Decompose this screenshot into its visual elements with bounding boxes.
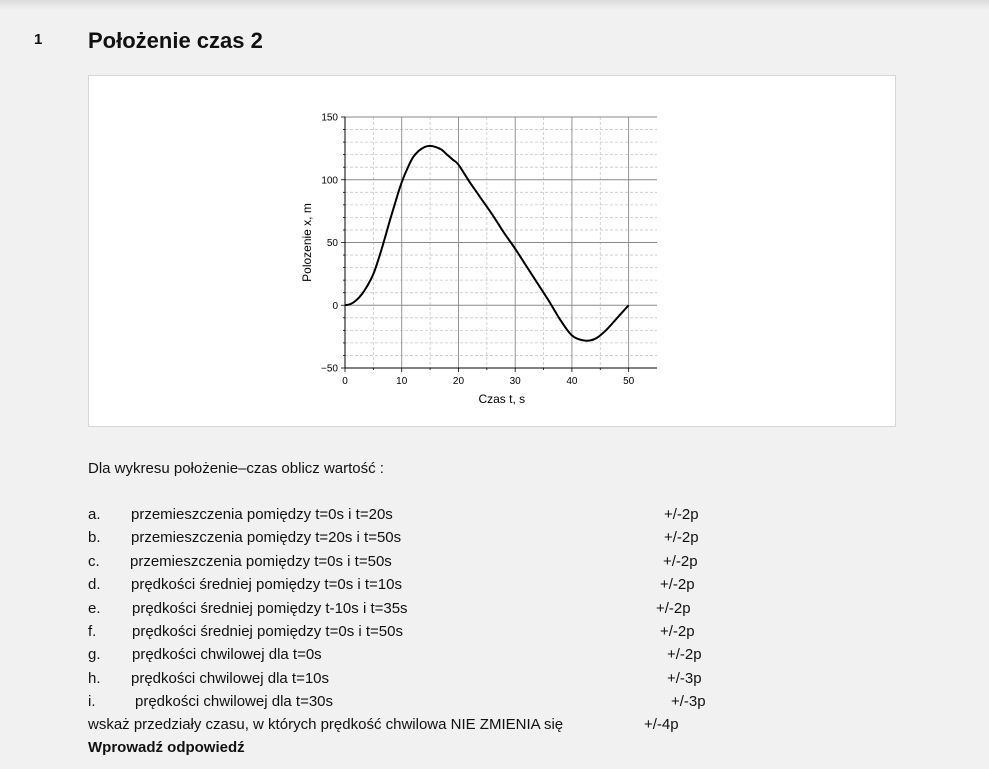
- task-points: +/-2p: [660, 623, 695, 640]
- task-points: +/-2p: [660, 576, 695, 594]
- x-tick-label: 50: [623, 376, 635, 387]
- task-points: +/-2p: [664, 529, 699, 547]
- task-letter: d.: [88, 576, 101, 594]
- task-letter: e.: [88, 599, 101, 617]
- chart-figure: 150 100 50 0 −50 0 10 20 30 40 50 Czas t, s Polozeni…: [88, 75, 896, 427]
- x-tick-label: 0: [342, 376, 348, 387]
- task-points: +/-3p: [671, 693, 706, 711]
- position-time-chart: 150 100 50 0 −50 0 10 20 30 40 50 Czas t, s Polozeni…: [300, 113, 657, 406]
- task-points: +/-2p: [663, 552, 698, 570]
- task-text: prędkości chwilowej dla t=10s: [131, 669, 330, 687]
- final-task-points: +/-4p: [644, 716, 679, 733]
- task-letter: h.: [88, 669, 101, 687]
- task-letter: c.: [88, 552, 100, 570]
- task-points: +/-3p: [667, 669, 702, 687]
- task-text: prędkości chwilowej dla t=0s: [132, 646, 322, 664]
- task-points: +/-2p: [664, 506, 699, 523]
- task-letter: b.: [88, 529, 101, 547]
- task-text: przemieszczenia pomiędzy t=0s i t=20s: [131, 506, 393, 523]
- y-tick-label: 0: [332, 301, 338, 312]
- final-task: wskaż przedziały czasu, w których prędko…: [88, 716, 564, 733]
- task-letter: g.: [88, 646, 101, 664]
- x-axis-label: Czas t, s: [478, 392, 525, 406]
- y-tick-label: 150: [321, 113, 338, 124]
- task-points: +/-2p: [656, 599, 691, 617]
- y-axis-label: Polozenie x, m: [300, 203, 314, 282]
- answer-prompt[interactable]: Wprowadź odpowiedź: [88, 739, 245, 756]
- task-letter: i.: [88, 693, 96, 711]
- x-tick-label: 40: [566, 376, 578, 387]
- y-tick-label: −50: [321, 364, 338, 375]
- task-text: przemieszczenia pomiędzy t=20s i t=50s: [131, 529, 402, 547]
- x-tick-label: 30: [510, 376, 522, 387]
- question-title: Położenie czas 2: [88, 28, 263, 53]
- task-text: przemieszczenia pomiędzy t=0s i t=50s: [130, 552, 392, 570]
- x-tick-label: 10: [396, 376, 408, 387]
- position-curve: [344, 144, 630, 342]
- task-text: prędkości średniej pomiędzy t=0s i t=10s: [131, 576, 402, 594]
- task-letter: a.: [88, 506, 101, 523]
- question-number: 1: [34, 31, 43, 48]
- y-tick-label: 100: [321, 175, 338, 186]
- task-points: +/-2p: [667, 646, 702, 664]
- y-tick-label: 50: [327, 238, 339, 249]
- instructions-intro: Dla wykresu położenie–czas oblicz wartoś…: [88, 460, 384, 477]
- task-letter: f.: [88, 623, 97, 640]
- top-shade: [0, 0, 989, 10]
- task-text: prędkości średniej pomiędzy t=0s i t=50s: [132, 623, 403, 640]
- task-text: prędkości średniej pomiędzy t-10s i t=35…: [132, 599, 408, 617]
- task-text: prędkości chwilowej dla t=30s: [135, 693, 334, 711]
- x-tick-label: 20: [453, 376, 465, 387]
